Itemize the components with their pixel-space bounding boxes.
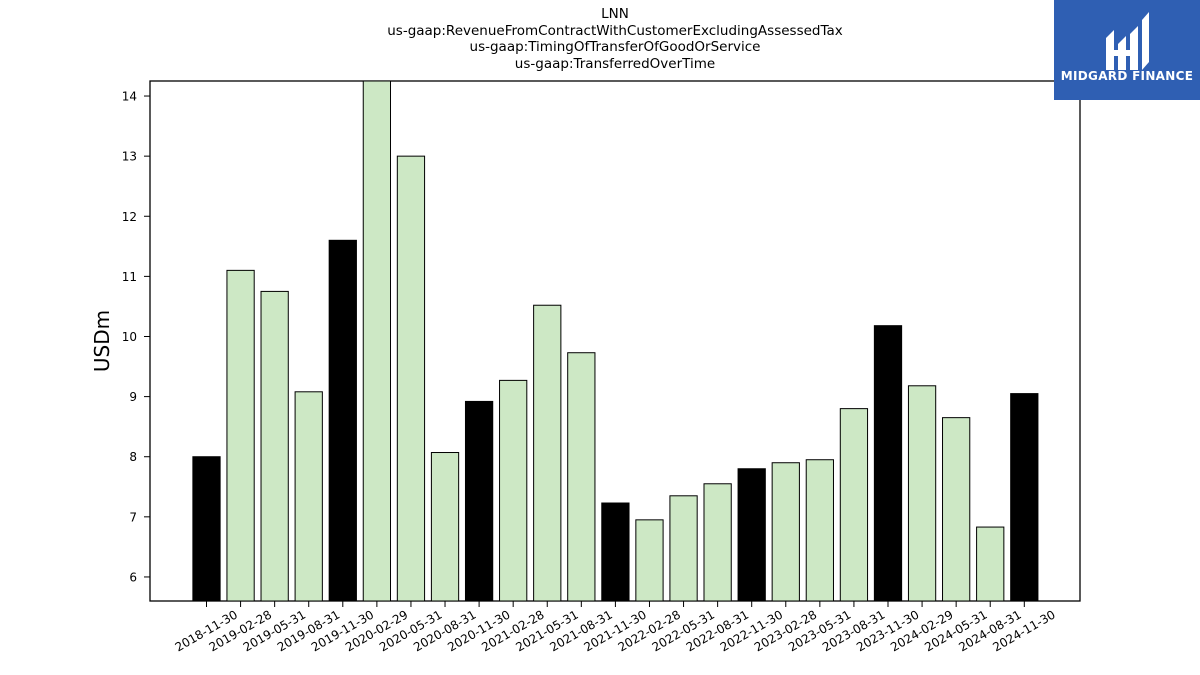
y-axis: 6 7 8 9 10 11 12 13 14 bbox=[122, 90, 150, 584]
midgard-logo-icon bbox=[1106, 12, 1149, 70]
chart-title: LNN us-gaap:RevenueFromContractWithCusto… bbox=[150, 6, 1080, 72]
bar-2019-02-28 bbox=[226, 269, 255, 602]
bar-2018-11-30 bbox=[192, 456, 221, 602]
bar-2022-11-30 bbox=[737, 468, 766, 602]
y-tick-label-14: 14 bbox=[122, 90, 137, 104]
y-tick-label-12: 12 bbox=[122, 210, 137, 224]
bar-2020-02-29 bbox=[362, 80, 392, 602]
x-axis: 2018-11-302019-02-282019-05-312019-08-31… bbox=[173, 601, 1058, 654]
chart-title-axis: us-gaap:TimingOfTransferOfGoodOrService bbox=[469, 39, 761, 55]
bar-2023-05-31 bbox=[805, 459, 834, 602]
y-axis-label: USDm bbox=[90, 310, 114, 372]
bar-2020-08-31 bbox=[430, 452, 460, 602]
y-tick-label-9: 9 bbox=[129, 390, 137, 404]
chart-title-member: us-gaap:TransferredOverTime bbox=[514, 55, 716, 72]
chart-title-concept: us-gaap:RevenueFromContractWithCustomerE… bbox=[387, 22, 843, 39]
bar-2023-08-31 bbox=[839, 408, 869, 602]
bar-2024-08-31 bbox=[976, 526, 1005, 602]
bar-2022-08-31 bbox=[703, 483, 732, 602]
logo-text: MIDGARD FINANCE bbox=[1060, 69, 1194, 83]
y-tick-label-6: 6 bbox=[129, 570, 137, 584]
bar-2021-05-31 bbox=[533, 304, 562, 602]
bar-2019-11-30 bbox=[328, 239, 357, 602]
bar-2023-02-28 bbox=[771, 462, 800, 602]
bar-2019-08-31 bbox=[294, 391, 323, 602]
bar-2024-11-30 bbox=[1010, 393, 1039, 602]
bar-2019-05-31 bbox=[260, 290, 289, 602]
bar-2024-05-31 bbox=[942, 417, 971, 602]
bar-2021-11-30 bbox=[601, 502, 630, 602]
bar-2023-11-30 bbox=[873, 325, 903, 602]
bar-2021-02-28 bbox=[499, 379, 528, 602]
bar-2020-05-31 bbox=[396, 155, 426, 602]
bar-2022-05-31 bbox=[669, 495, 698, 602]
y-tick-label-7: 7 bbox=[129, 510, 137, 524]
chart-title-ticker: LNN bbox=[601, 6, 629, 22]
bar-2021-08-31 bbox=[567, 352, 596, 602]
bars-group bbox=[192, 80, 1039, 602]
y-tick-label-13: 13 bbox=[122, 150, 137, 164]
midgard-finance-logo: MIDGARD FINANCE bbox=[1054, 0, 1200, 100]
bar-2022-02-28 bbox=[635, 519, 664, 602]
y-tick-label-10: 10 bbox=[122, 330, 137, 344]
bar-2020-11-30 bbox=[464, 400, 494, 602]
y-tick-label-11: 11 bbox=[122, 270, 137, 284]
bar-2024-02-29 bbox=[907, 385, 937, 602]
y-tick-label-8: 8 bbox=[129, 450, 137, 464]
